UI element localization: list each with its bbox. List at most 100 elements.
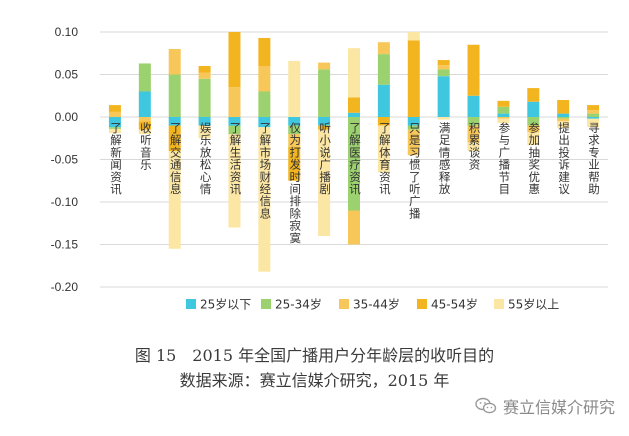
bar-segment [348,117,360,211]
stacked-bar-chart: 0.10 0.05 0.00 -0.05 -0.10 -0.15 -0.20 了解新闻资讯 收… [51,25,608,312]
bar-segment [288,60,301,117]
bar-segment [467,95,480,117]
y-tick-label: -0.05 [51,153,79,167]
y-tick-label: -0.15 [51,238,79,252]
wechat-icon [475,397,497,414]
bar-segment [198,66,211,73]
bar-segment [168,151,181,249]
y-tick-label: 0.00 [55,110,79,124]
bar-segment [557,117,570,119]
figure-caption-source: 数据来源：赛立信媒介研究，2015 年 [179,371,450,390]
y-tick-label: -0.10 [51,195,79,209]
bar-segment [557,113,570,117]
y-axis-ticks: 0.10 0.05 0.00 -0.05 -0.10 -0.15 -0.20 [51,25,79,294]
bar-segment [288,125,301,134]
category-label: 参加抽奖优惠 [529,121,541,196]
bar-segment [168,117,181,126]
category-label: 参与广播节目 [499,121,511,196]
bar-segment [288,146,301,181]
bar-segment [288,134,301,147]
bar-segment [437,117,450,120]
bar-segment [318,125,331,130]
bar-segment [348,97,360,113]
bars [108,32,600,272]
category-label: 了解生活资讯 [230,121,242,196]
bar-segment [407,32,420,41]
bar-segment [407,129,420,156]
bar-segment [377,125,390,173]
bar-segment [318,129,331,236]
watermark: 赛立信媒介研究 [475,394,615,418]
legend-label: 25-34岁 [275,297,322,312]
legend-label: 45-54岁 [431,297,478,312]
bar-segment [497,118,510,123]
watermark-text: 赛立信媒介研究 [502,398,615,417]
bar-segment [168,74,181,117]
figure-caption-title: 图 15 2015 年全国广播用户分年龄层的收听目的 [134,346,495,365]
bar-segment [228,134,241,228]
category-label: 仅为打发时间排除寂寞 [289,121,301,245]
bar-segment [437,60,450,66]
bar-segment [228,32,241,88]
bar-segment [497,106,510,114]
bar-segment [138,117,151,122]
bar-segment [467,125,480,143]
bar-segment [228,117,241,126]
bar-segment [587,113,600,117]
bar-segment [108,127,121,129]
bar-segment [527,117,540,126]
bar-segment [258,91,271,117]
category-label: 提出投诉建议 [558,121,570,196]
bar-segment [557,121,570,129]
bar-segment [318,117,331,126]
category-label: 积累谈资 [469,121,481,172]
bar-segment [527,101,540,117]
legend-label: 55岁以上 [508,297,559,312]
category-label: 只是习惯了听广播 [409,121,421,220]
bar-segment [437,76,450,117]
bar-segment [587,117,600,119]
bar-segment [228,125,241,134]
bar-segment [497,100,510,107]
bar-segment [467,117,480,126]
bar-segment [587,118,600,128]
category-label: 收听音乐 [140,121,152,172]
bar-segment [318,69,331,117]
legend-swatch [339,299,349,309]
category-label: 了解新闻资讯 [110,121,122,196]
bar-segment [228,87,241,117]
bar-segment [377,117,390,126]
legend: 25岁以下 25-34岁 35-44岁 45-54岁 55岁以上 [186,297,559,312]
bar-segment [407,117,420,126]
bar-segment [527,125,540,133]
bar-segment [348,48,360,98]
y-tick-label: 0.10 [55,25,79,39]
bar-segment [198,117,211,126]
y-tick-label: -0.20 [51,280,79,294]
bar-segment [348,210,360,245]
bar-segment [108,128,121,134]
legend-label: 35-44岁 [353,297,400,312]
category-label: 了解医疗资讯 [349,121,361,196]
category-labels: 了解新闻资讯 收听音乐 了解交通信息 娱乐放松心情 了解生活资讯 了解市场财经信息 仅为打发… [110,121,600,245]
bar-segment [138,121,151,130]
category-label: 了解体育资讯 [379,121,391,196]
bar-segment [138,63,151,92]
bar-segment [527,88,540,102]
category-label: 寻求专业帮助 [588,121,600,196]
y-tick-label: 0.05 [55,68,79,82]
bar-segment [198,78,211,117]
bar-segment [108,111,121,117]
bar-segment [467,44,480,96]
category-label: 娱乐放松心情 [200,121,212,196]
bar-segment [258,66,271,92]
bar-segment [407,125,420,130]
bar-segment [168,49,181,75]
bar-segment [138,129,151,134]
bar-segment [108,105,121,112]
bar-segment [587,105,600,111]
bar-segment [168,125,181,151]
bar-segment [377,54,390,85]
category-label: 了解市场财经信息 [260,121,272,220]
category-label: 听小说广播剧 [319,121,331,196]
